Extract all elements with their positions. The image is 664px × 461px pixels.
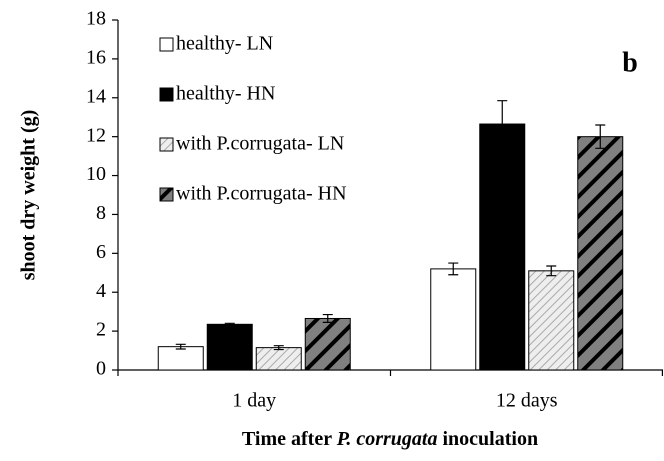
y-tick-label: 4 <box>96 280 106 302</box>
y-tick-label: 6 <box>96 241 106 263</box>
panel-label: b <box>622 47 638 78</box>
error-bar <box>497 100 508 148</box>
bar <box>255 347 302 371</box>
legend-label: with P.corrugata- LN <box>176 133 344 155</box>
bar <box>206 323 253 371</box>
legend-swatch <box>159 137 174 152</box>
x-tick-label: 1 day <box>232 390 276 412</box>
y-tick-label: 10 <box>86 163 106 185</box>
error-bar <box>322 313 333 323</box>
error-bar <box>224 322 235 326</box>
bar <box>157 346 204 371</box>
error-bar <box>448 262 459 276</box>
y-axis-title: shoot dry weight (g) <box>18 110 40 281</box>
x-axis-title-part: P. corrugata <box>336 428 438 450</box>
error-bar <box>595 124 606 149</box>
bar <box>304 317 351 371</box>
y-tick-label: 2 <box>96 319 106 341</box>
bar <box>577 136 624 371</box>
legend-swatch <box>159 37 174 52</box>
error-bar <box>546 265 557 277</box>
legend-swatch <box>159 87 174 102</box>
x-axis-title-part: inoculation <box>437 428 538 450</box>
y-tick-label: 0 <box>96 358 106 380</box>
bar <box>430 268 477 371</box>
y-tick-label: 16 <box>86 46 106 68</box>
x-tick-label: 12 days <box>496 390 558 412</box>
legend-swatch <box>159 187 174 202</box>
error-bar <box>175 343 186 350</box>
y-tick-label: 14 <box>86 85 106 107</box>
error-bar <box>273 345 284 351</box>
bar <box>528 270 575 371</box>
bar <box>479 123 526 371</box>
y-tick-label: 12 <box>86 124 106 146</box>
y-tick-label: 18 <box>86 8 106 30</box>
legend-label: with P.corrugata- HN <box>176 183 347 205</box>
legend-label: healthy- LN <box>176 33 273 55</box>
y-tick-label: 8 <box>96 202 106 224</box>
legend-label: healthy- HN <box>176 83 275 105</box>
x-axis-title: Time after P. corrugata inoculation <box>242 428 538 450</box>
x-axis-title-part: Time after <box>242 428 337 450</box>
